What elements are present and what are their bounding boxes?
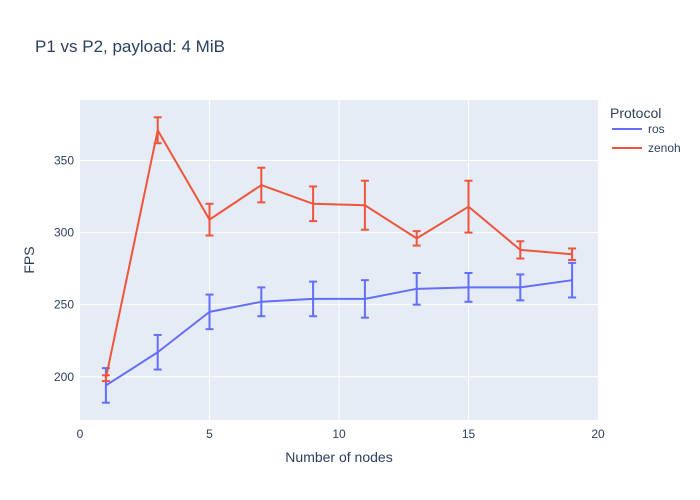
y-tick-label: 300 [54,226,74,240]
y-axis-title: FPS [21,246,37,273]
legend[interactable]: Protocol ros zenoh [610,105,681,155]
x-axis-title: Number of nodes [285,449,392,465]
y-tick-label: 250 [54,298,74,312]
legend-title: Protocol [610,105,661,121]
y-tick-label: 200 [54,370,74,384]
chart-title: P1 vs P2, payload: 4 MiB [35,37,225,56]
x-tick-label: 10 [332,427,346,441]
series-line-zenoh [104,129,573,379]
legend-item-ros[interactable]: ros [612,122,665,136]
x-tick-label: 20 [591,427,605,441]
y-axis-ticks: 200 250 300 350 [54,154,74,384]
legend-label: zenoh [648,141,681,155]
gridlines [80,100,598,420]
series-zenoh [101,116,577,383]
legend-label: ros [648,122,665,136]
series-line-ros [105,279,573,387]
y-tick-label: 350 [54,154,74,168]
x-axis-ticks: 0 5 10 15 20 [77,427,605,441]
series-ros [101,261,577,404]
x-tick-label: 5 [206,427,213,441]
x-tick-label: 15 [462,427,476,441]
x-tick-label: 0 [77,427,84,441]
legend-item-zenoh[interactable]: zenoh [612,141,681,155]
series-layer [101,116,577,404]
